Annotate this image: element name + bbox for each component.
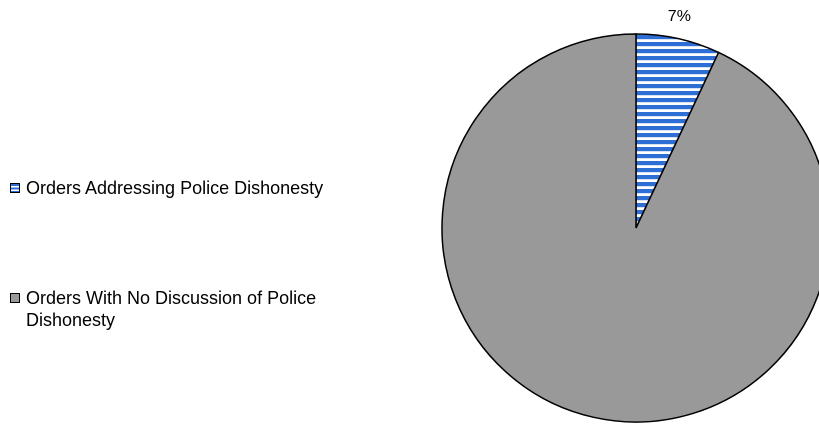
legend-item-addressing: Orders Addressing Police Dishonesty <box>10 177 326 199</box>
legend: Orders Addressing Police Dishonesty <box>10 177 326 199</box>
legend: Orders With No Discussion of Police Dish… <box>10 287 326 331</box>
legend-swatch-grey <box>10 293 20 303</box>
pie-slice-no-discussion <box>441 33 819 423</box>
pie-data-label: 7% <box>668 8 691 25</box>
legend-label: Orders With No Discussion of Police Dish… <box>26 288 317 330</box>
legend-swatch-blue-striped <box>10 183 20 193</box>
pie-slices <box>441 33 819 423</box>
legend-item-no-discussion: Orders With No Discussion of Police Dish… <box>10 287 326 331</box>
pie-data-labels: 7%93% <box>668 8 691 25</box>
legend-label: Orders Addressing Police Dishonesty <box>26 178 324 198</box>
